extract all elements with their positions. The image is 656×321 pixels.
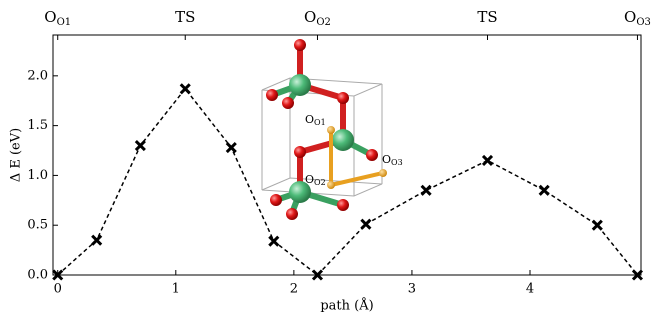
y-tick-label: 0.5 xyxy=(27,218,48,233)
x-tick-label: 1 xyxy=(172,282,180,297)
data-marker xyxy=(269,237,278,246)
y-tick-label: 1.0 xyxy=(27,168,48,183)
data-marker xyxy=(227,143,236,152)
x-tick-label: 3 xyxy=(408,282,416,297)
x-tick-label: 0 xyxy=(54,282,62,297)
inset-label-main: O xyxy=(305,173,314,186)
inset-label-sub: O2 xyxy=(314,178,326,187)
top-tick-main: O xyxy=(44,8,56,26)
data-marker xyxy=(181,84,190,93)
data-marker xyxy=(361,220,370,229)
top-tick-main: TS xyxy=(175,8,195,26)
plot-frame xyxy=(53,35,641,275)
x-axis-label: path (Å) xyxy=(320,298,373,314)
top-tick-main: O xyxy=(304,8,316,26)
data-marker xyxy=(540,186,549,195)
inset-label: OO1 xyxy=(305,113,326,127)
top-tick-sub: O3 xyxy=(636,17,651,28)
top-tick-label: OO2 xyxy=(304,8,331,28)
inset-label: OO2 xyxy=(305,173,326,187)
inset-label-sub: O3 xyxy=(391,158,403,167)
y-axis-label: Δ E (eV) xyxy=(9,128,24,182)
inset-label: OO3 xyxy=(382,153,403,167)
top-tick-sub: O1 xyxy=(57,17,72,28)
data-marker xyxy=(422,186,431,195)
data-marker xyxy=(593,221,602,230)
inset-label-main: O xyxy=(382,153,391,166)
inset-label-main: O xyxy=(305,113,314,126)
top-tick-label: TS xyxy=(477,8,497,26)
x-tick-label: 2 xyxy=(290,282,298,297)
data-marker xyxy=(136,141,145,150)
top-tick-sub: O2 xyxy=(316,17,331,28)
data-marker xyxy=(483,156,492,165)
data-marker xyxy=(92,236,101,245)
top-tick-label: TS xyxy=(175,8,195,26)
top-tick-main: TS xyxy=(477,8,497,26)
top-tick-main: O xyxy=(624,8,636,26)
y-tick-label: 1.5 xyxy=(27,118,48,133)
top-tick-label: OO1 xyxy=(44,8,71,28)
chart: 0.00.51.01.52.001234OO1TSOO2TSOO3path (Å… xyxy=(0,0,656,321)
inset-label-sub: O1 xyxy=(314,118,326,127)
y-tick-label: 0.0 xyxy=(27,268,48,283)
top-tick-label: OO3 xyxy=(624,8,651,28)
y-tick-label: 2.0 xyxy=(27,68,48,83)
x-tick-label: 4 xyxy=(526,282,534,297)
